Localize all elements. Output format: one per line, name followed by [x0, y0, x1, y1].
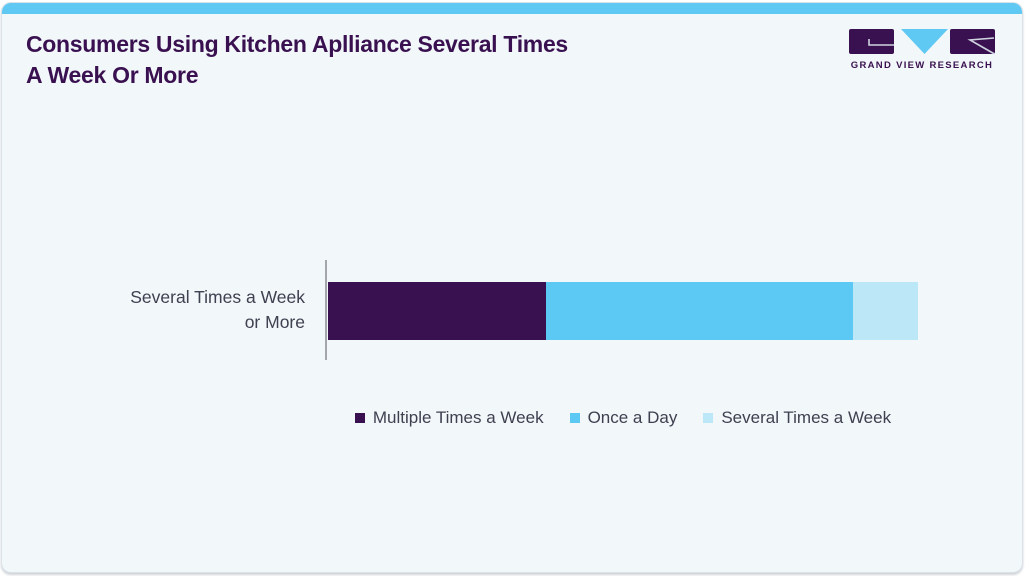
logo-wordmark: GRAND VIEW RESEARCH [850, 60, 994, 71]
page-title-line2: A Week Or More [26, 62, 199, 88]
category-label-line2: or More [244, 312, 305, 332]
legend-marker-icon [703, 413, 714, 423]
legend-label: Several Times a Week [721, 408, 892, 427]
y-axis-line [325, 260, 327, 360]
legend-label: Once a Day [587, 408, 678, 427]
stacked-bar [328, 282, 918, 340]
legend-label: Multiple Times a Week [372, 408, 544, 427]
legend-item-3: Several Times a Week [703, 408, 891, 428]
bar-segment-3 [853, 282, 918, 340]
bar-segment-1 [328, 282, 547, 340]
page-title: Consumers Using Kitchen Aplliance Severa… [26, 29, 568, 91]
bar-segment-2 [546, 282, 854, 340]
legend-item-2: Once a Day [569, 408, 678, 428]
y-axis-category-label: Several Times a Week or More [42, 285, 305, 335]
legend-item-1: Multiple Times a Week [354, 408, 544, 428]
page-title-line1: Consumers Using Kitchen Aplliance Severa… [26, 31, 568, 57]
chart-legend: Multiple Times a Week Once a Day Several T… [328, 408, 918, 428]
legend-marker-icon [569, 413, 580, 423]
gvr-logo-icon [849, 29, 995, 55]
legend-marker-icon [354, 413, 365, 423]
grand-view-research-logo: GRAND VIEW RESEARCH [849, 29, 995, 71]
category-label-line1: Several Times a Week [130, 287, 305, 307]
accent-top-strip [2, 3, 1022, 14]
